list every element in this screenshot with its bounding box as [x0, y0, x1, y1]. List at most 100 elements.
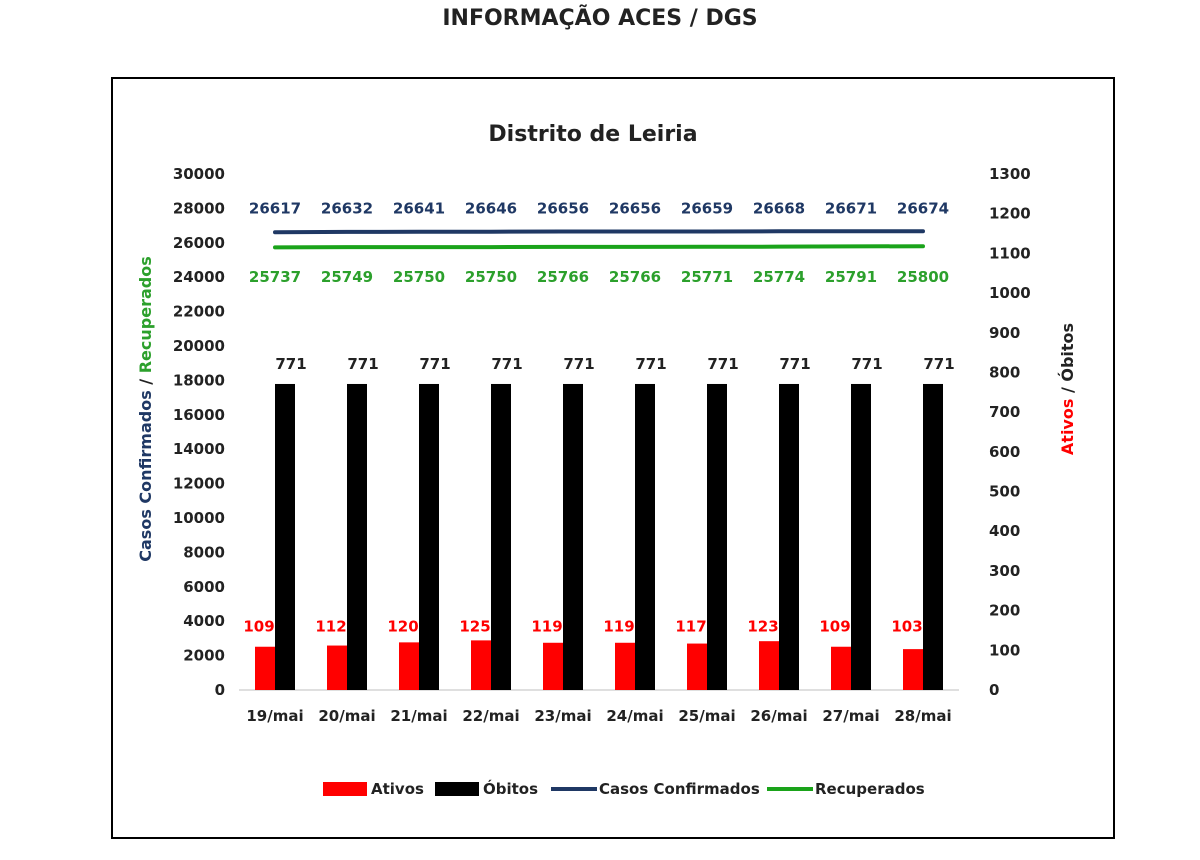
left-tick-label: 0: [215, 681, 225, 699]
data-label-ativos: 119: [603, 617, 634, 635]
data-label-ativos: 119: [531, 617, 562, 635]
right-tick-label: 800: [989, 363, 1020, 381]
left-tick-label: 16000: [173, 406, 225, 424]
left-tick-label: 28000: [173, 199, 225, 217]
axis-title-part: / Óbitos: [1058, 323, 1077, 399]
axis-title-part: Ativos: [1058, 399, 1077, 455]
bar-ativos: [615, 642, 635, 690]
data-label-recuperados: 25737: [249, 268, 301, 286]
data-label-obitos: 771: [779, 355, 810, 373]
data-label-recuperados: 25766: [609, 268, 661, 286]
bar-ativos: [759, 641, 779, 690]
right-tick-label: 400: [989, 522, 1020, 540]
left-tick-label: 12000: [173, 475, 225, 493]
data-label-ativos: 117: [675, 617, 706, 635]
right-tick-label: 1000: [989, 284, 1031, 302]
right-tick-label: 1300: [989, 165, 1031, 183]
right-tick-label: 0: [989, 681, 999, 699]
left-tick-label: 18000: [173, 371, 225, 389]
left-axis-ticks: 0 2000 4000 6000 8000 10000 12000 14000 16000 180…: [173, 165, 225, 699]
data-label-ativos: 109: [243, 617, 274, 635]
x-tick-label: 21/mai: [390, 707, 447, 725]
right-tick-label: 700: [989, 403, 1020, 421]
x-tick-label: 28/mai: [894, 707, 951, 725]
x-tick-label: 19/mai: [246, 707, 303, 725]
right-tick-label: 200: [989, 602, 1020, 620]
left-tick-label: 14000: [173, 440, 225, 458]
data-label-obitos: 771: [491, 355, 522, 373]
data-label-ativos: 123: [747, 617, 778, 635]
data-label-casos-confirmados: 26641: [393, 199, 445, 217]
left-tick-label: 24000: [173, 268, 225, 286]
axis-title-part: Casos Confirmados: [136, 390, 155, 561]
left-axis-title: Casos Confirmados / Recuperados: [136, 256, 155, 561]
chart: Distrito de Leiria 020004000600080001000…: [136, 122, 1077, 798]
bar-obitos: [707, 383, 727, 690]
right-tick-label: 600: [989, 443, 1020, 461]
x-tick-label: 27/mai: [822, 707, 879, 725]
right-axis-ticks: 0 100 200 300 400 500 600 700 800 900 1000 1100 1200…: [989, 165, 1031, 699]
data-label-recuperados: 25774: [753, 268, 805, 286]
legend-label: Casos Confirmados: [599, 780, 760, 798]
data-label-recuperados: 25800: [897, 268, 949, 286]
bar-ativos: [831, 646, 851, 690]
left-tick-label: 22000: [173, 303, 225, 321]
left-tick-label: 6000: [183, 578, 225, 596]
data-label-ativos: 120: [387, 617, 418, 635]
data-label-recuperados: 25749: [321, 268, 373, 286]
data-label-casos-confirmados: 26659: [681, 199, 733, 217]
bar-ativos: [255, 646, 275, 690]
bar-ativos: [543, 642, 563, 690]
data-label-casos-confirmados: 26668: [753, 199, 805, 217]
legend-swatch: [435, 782, 479, 796]
right-tick-label: 1200: [989, 205, 1031, 223]
x-tick-label: 23/mai: [534, 707, 591, 725]
bar-obitos: [275, 383, 295, 690]
data-label-casos-confirmados: 26671: [825, 199, 877, 217]
left-tick-label: 8000: [183, 543, 225, 561]
bar-obitos: [851, 383, 871, 690]
page-title: INFORMAÇÃO ACES / DGS: [442, 6, 758, 31]
data-label-casos-confirmados: 26632: [321, 199, 373, 217]
bar-ativos: [399, 642, 419, 690]
bar-obitos: [635, 383, 655, 690]
left-tick-label: 10000: [173, 509, 225, 527]
lines: [273, 229, 925, 250]
right-tick-label: 500: [989, 483, 1020, 501]
data-label-recuperados: 25750: [393, 268, 445, 286]
bar-ativos: [687, 643, 707, 690]
data-label-ativos: 112: [315, 617, 346, 635]
data-label-ativos: 109: [819, 617, 850, 635]
data-label-obitos: 771: [851, 355, 882, 373]
data-label-recuperados: 25750: [465, 268, 517, 286]
legend-ativos: Ativos: [323, 780, 424, 798]
bar-ativos: [327, 645, 347, 690]
left-tick-label: 2000: [183, 647, 225, 665]
bar-obitos: [491, 383, 511, 690]
data-labels: 109 771 112 771 120 771 125 771 119 771 119 771 117 7…: [243, 199, 954, 635]
legend-label: Recuperados: [815, 780, 925, 798]
axis-title-part: Recuperados: [136, 256, 155, 373]
left-tick-label: 30000: [173, 165, 225, 183]
data-label-obitos: 771: [347, 355, 378, 373]
data-label-obitos: 771: [635, 355, 666, 373]
legend-label: Ativos: [371, 780, 424, 798]
data-label-recuperados: 25771: [681, 268, 733, 286]
x-tick-label: 22/mai: [462, 707, 519, 725]
right-tick-label: 300: [989, 562, 1020, 580]
data-label-casos-confirmados: 26674: [897, 199, 949, 217]
right-tick-label: 100: [989, 641, 1020, 659]
x-tick-label: 24/mai: [606, 707, 663, 725]
legend-recuperados: Recuperados: [767, 780, 925, 798]
bar-obitos: [419, 383, 439, 690]
x-tick-label: 25/mai: [678, 707, 735, 725]
x-tick-label: 26/mai: [750, 707, 807, 725]
data-label-obitos: 771: [419, 355, 450, 373]
x-axis-ticks: 19/mai 20/mai 21/mai 22/mai 23/mai 24/mai 25/m…: [246, 707, 951, 725]
right-axis-title: Ativos / Óbitos: [1058, 323, 1077, 455]
data-label-obitos: 771: [923, 355, 954, 373]
bars: [255, 383, 943, 690]
bar-obitos: [923, 383, 943, 690]
bar-obitos: [347, 383, 367, 690]
bar-ativos: [903, 649, 923, 690]
